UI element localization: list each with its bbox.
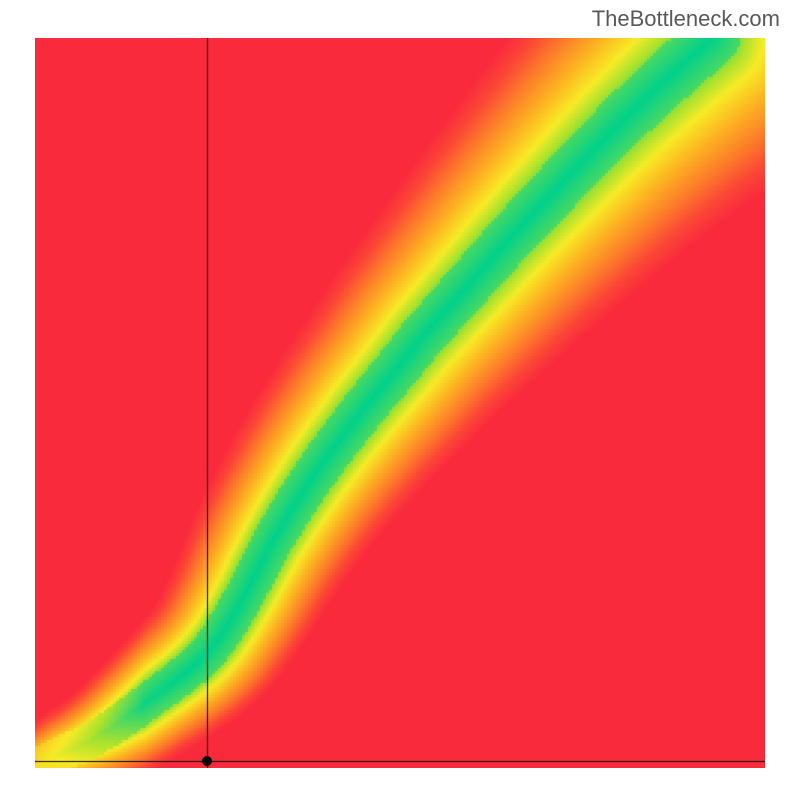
watermark-text: TheBottleneck.com — [592, 6, 780, 32]
heatmap-canvas — [35, 38, 765, 768]
selection-marker — [202, 756, 212, 766]
figure-container: TheBottleneck.com — [0, 0, 800, 800]
heatmap-plot — [35, 38, 765, 768]
